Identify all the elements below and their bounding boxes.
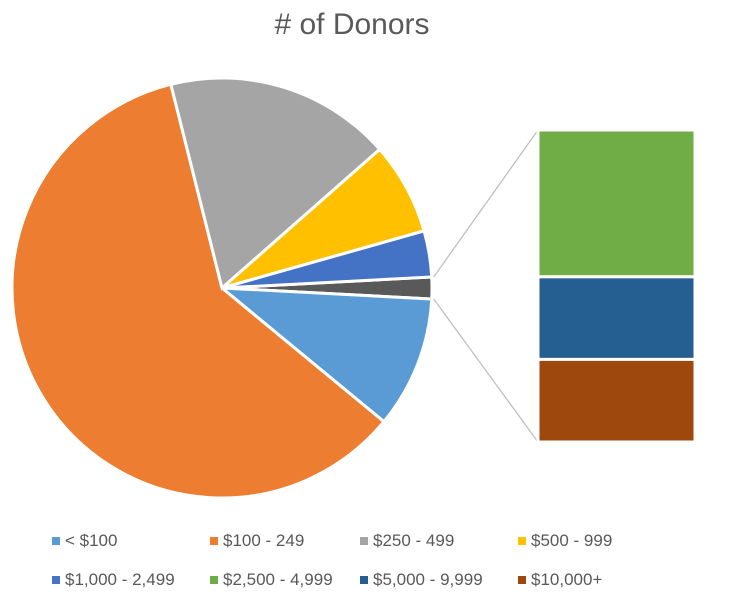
secondary-bar-6 xyxy=(536,275,697,361)
secondary-bar-5 xyxy=(536,128,697,279)
legend-label-2: $250 - 499 xyxy=(373,531,454,550)
legend-label-7: $10,000+ xyxy=(531,570,602,589)
chart-title: # of Donors xyxy=(274,8,429,41)
legend-swatch-7 xyxy=(518,576,526,584)
connector-lines xyxy=(433,129,539,443)
legend-label-0: < $100 xyxy=(65,531,117,550)
legend-swatch-1 xyxy=(210,537,218,545)
legend-label-1: $100 - 249 xyxy=(223,531,304,550)
legend-label-5: $2,500 - 4,999 xyxy=(223,570,333,589)
legend-swatch-4 xyxy=(52,576,60,584)
pie-slice-0 xyxy=(217,286,434,424)
pie-group xyxy=(10,76,434,500)
legend-label-4: $1,000 - 2,499 xyxy=(65,570,175,589)
secondary-bar-7 xyxy=(536,357,697,444)
pie-slice-1 xyxy=(10,82,387,500)
legend-swatch-5 xyxy=(210,576,218,584)
pie-slice-2 xyxy=(169,76,382,291)
legend-swatch-3 xyxy=(518,537,526,545)
legend-swatch-2 xyxy=(360,537,368,545)
legend-swatch-0 xyxy=(52,537,60,545)
connector-line-bottom xyxy=(433,298,539,443)
legend-label-6: $5,000 - 9,999 xyxy=(373,570,483,589)
legend-label-3: $500 - 999 xyxy=(531,531,612,550)
connector-line-top xyxy=(433,129,539,278)
legend: < $100 $100 - 249 $250 - 499 $500 - 999 $1,0… xyxy=(52,531,612,589)
pie-slice-4 xyxy=(221,229,434,290)
secondary-bar-stack xyxy=(536,128,697,444)
legend-swatch-6 xyxy=(360,576,368,584)
